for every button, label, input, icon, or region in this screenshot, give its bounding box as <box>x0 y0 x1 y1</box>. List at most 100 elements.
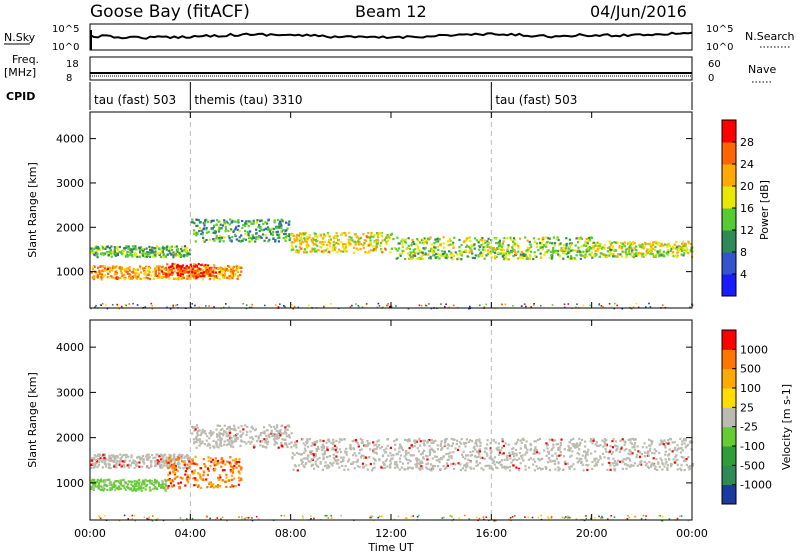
data-cell <box>362 233 365 236</box>
data-cell <box>489 452 492 455</box>
data-cell <box>263 239 266 242</box>
data-cell <box>488 251 491 254</box>
data-cell <box>668 457 671 460</box>
colorbar-segment <box>722 368 736 389</box>
data-cell-near <box>509 517 512 519</box>
data-cell <box>137 487 140 490</box>
data-cell <box>488 464 491 467</box>
data-cell <box>661 440 665 443</box>
data-cell <box>124 459 127 462</box>
colorbar-frame <box>721 329 737 505</box>
data-cell <box>375 452 379 455</box>
data-cell <box>640 463 643 466</box>
data-cell <box>264 445 267 449</box>
data-cell <box>447 244 450 247</box>
data-cell <box>416 257 419 261</box>
data-cell <box>128 487 131 490</box>
data-cell <box>519 255 522 258</box>
data-cell <box>238 472 241 475</box>
data-cell <box>524 236 527 239</box>
data-cell <box>686 248 689 251</box>
x-tick-label: 16:00 <box>475 527 507 540</box>
data-cell <box>164 478 167 481</box>
data-cell <box>162 461 165 464</box>
data-cell <box>161 245 165 248</box>
data-cell <box>199 434 202 437</box>
data-cell <box>432 449 435 452</box>
x-tick-label: 00:00 <box>676 527 708 540</box>
data-cell <box>610 253 613 256</box>
data-cell <box>154 463 157 466</box>
data-cell <box>533 251 536 254</box>
velocity-colorbar-label: Velocity [m s-1] <box>780 384 793 470</box>
data-cell <box>392 454 395 457</box>
data-cell <box>171 457 174 460</box>
colorbar-segment <box>722 120 736 143</box>
data-cell <box>96 274 99 277</box>
data-cell <box>660 252 664 255</box>
data-cell <box>214 232 217 235</box>
data-cell <box>266 443 269 446</box>
data-cell-near <box>533 303 535 305</box>
data-cell <box>276 426 279 429</box>
data-cell <box>380 249 383 252</box>
data-cell <box>379 447 382 450</box>
data-cell <box>524 445 527 448</box>
x-tick-label: 20:00 <box>576 527 608 540</box>
data-cell <box>232 428 235 431</box>
data-cell <box>574 244 577 247</box>
data-cell-near <box>564 516 567 518</box>
data-cell <box>114 480 117 483</box>
data-cell <box>355 454 358 457</box>
data-cell <box>354 241 357 244</box>
data-cell <box>154 465 157 468</box>
data-cell <box>681 440 684 443</box>
data-cell <box>524 453 527 456</box>
data-cell <box>347 468 350 471</box>
data-cell <box>466 255 469 258</box>
data-cell <box>508 251 511 254</box>
data-cell <box>506 250 509 253</box>
data-cell <box>271 227 274 230</box>
data-cell <box>509 251 512 254</box>
data-cell <box>478 453 481 456</box>
data-cell <box>161 459 165 462</box>
data-cell <box>177 482 180 485</box>
data-cell <box>262 444 265 448</box>
data-cell <box>101 273 104 276</box>
data-cell-near <box>147 518 150 521</box>
data-cell <box>274 427 277 430</box>
data-cell <box>533 452 537 455</box>
data-cell <box>676 444 679 447</box>
data-cell-near <box>169 308 172 310</box>
data-cell-near <box>598 515 600 518</box>
data-cell <box>611 440 614 443</box>
data-cell <box>239 444 242 447</box>
data-cell <box>224 430 227 434</box>
data-cell <box>101 460 104 463</box>
data-cell <box>514 244 517 247</box>
data-cell <box>242 224 245 227</box>
data-cell <box>216 267 219 270</box>
data-cell <box>311 450 314 453</box>
data-cell <box>314 243 317 246</box>
data-cell-near <box>527 516 530 519</box>
data-cell <box>186 275 189 278</box>
data-cell <box>191 472 194 475</box>
data-cell <box>306 246 309 249</box>
data-cell <box>509 457 512 460</box>
data-cell <box>542 236 545 239</box>
data-cell <box>618 450 621 453</box>
data-cell <box>162 272 165 275</box>
data-cell <box>687 252 690 255</box>
x-tick-label: 12:00 <box>375 527 407 540</box>
data-cell <box>203 443 206 446</box>
data-cell <box>270 233 273 236</box>
data-cell <box>185 478 188 481</box>
data-cell <box>282 237 285 240</box>
data-cell <box>343 438 346 441</box>
data-cell <box>545 243 548 246</box>
data-cell <box>652 457 655 460</box>
data-cell <box>646 465 649 468</box>
data-cell <box>563 243 566 246</box>
